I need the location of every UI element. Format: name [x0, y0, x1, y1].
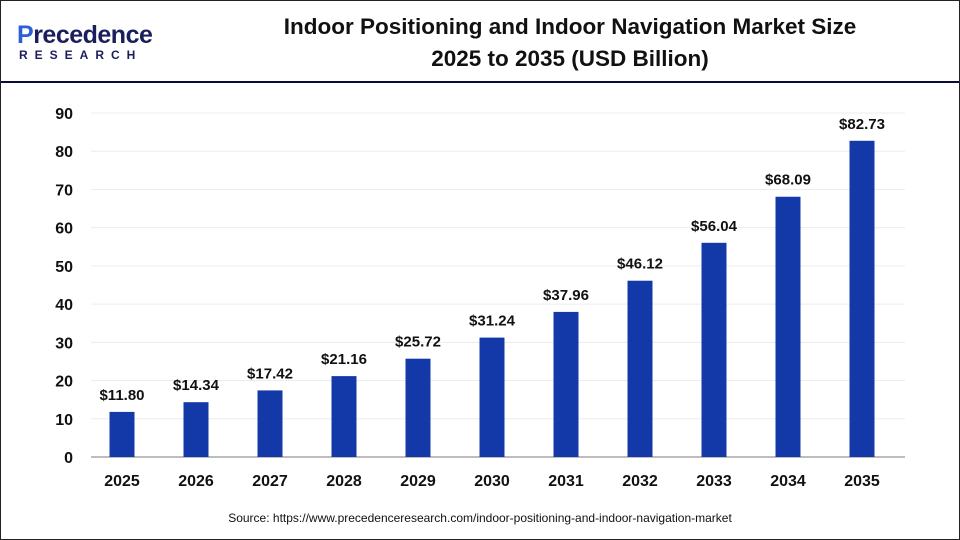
- y-tick-label: 70: [55, 182, 73, 199]
- header-separator: [1, 81, 959, 83]
- x-tick-label: 2031: [548, 473, 584, 490]
- data-label: $68.09: [765, 172, 811, 189]
- bar-2028: [331, 376, 357, 457]
- bar-2035: [849, 140, 875, 458]
- y-tick-label: 50: [55, 259, 73, 276]
- data-label: $17.42: [247, 365, 293, 382]
- data-label: $46.12: [617, 256, 663, 273]
- title-line-2: 2025 to 2035 (USD Billion): [431, 46, 709, 71]
- x-tick-label: 2028: [326, 473, 362, 490]
- x-tick-label: 2030: [474, 473, 510, 490]
- bar-2032: [627, 280, 653, 457]
- x-tick-label: 2032: [622, 473, 658, 490]
- y-tick-label: 0: [64, 450, 73, 467]
- y-tick-label: 30: [55, 335, 73, 352]
- data-label: $82.73: [839, 116, 885, 133]
- bar-2025: [109, 411, 135, 457]
- y-tick-label: 20: [55, 374, 73, 391]
- source-text: Source: https://www.precedenceresearch.c…: [228, 511, 732, 525]
- precedence-research-logo: Precedence RESEARCH: [17, 21, 157, 63]
- bar-2033: [701, 242, 727, 457]
- y-tick-label: 90: [55, 106, 73, 123]
- bar-2029: [405, 358, 431, 457]
- x-tick-label: 2034: [770, 473, 806, 490]
- y-tick-label: 40: [55, 297, 73, 314]
- data-label: $56.04: [691, 218, 738, 235]
- logo-main-text: Precedence: [17, 21, 153, 49]
- data-label: $11.80: [99, 387, 144, 404]
- y-tick-label: 60: [55, 221, 73, 238]
- data-label: $14.34: [173, 377, 220, 394]
- logo-sub-text: RESEARCH: [19, 48, 143, 62]
- bar-2026: [183, 402, 209, 457]
- x-tick-label: 2025: [104, 473, 140, 490]
- x-tick-label: 2029: [400, 473, 436, 490]
- bar-2034: [775, 196, 801, 458]
- x-tick-label: 2033: [696, 473, 732, 490]
- bar-2030: [479, 337, 505, 457]
- y-tick-label: 80: [55, 144, 73, 161]
- data-label: $21.16: [321, 351, 367, 368]
- x-tick-label: 2035: [844, 473, 880, 490]
- x-tick-label: 2027: [252, 473, 288, 490]
- title-line-1: Indoor Positioning and Indoor Navigation…: [283, 14, 857, 39]
- x-tick-label: 2026: [178, 473, 214, 490]
- bar-2027: [257, 390, 283, 457]
- chart-title: Indoor Positioning and Indoor Navigation…: [201, 11, 939, 75]
- bar-2031: [553, 311, 579, 457]
- y-tick-label: 10: [55, 412, 73, 429]
- data-label: $31.24: [469, 313, 516, 330]
- data-label: $37.96: [543, 287, 589, 304]
- data-label: $25.72: [395, 334, 441, 351]
